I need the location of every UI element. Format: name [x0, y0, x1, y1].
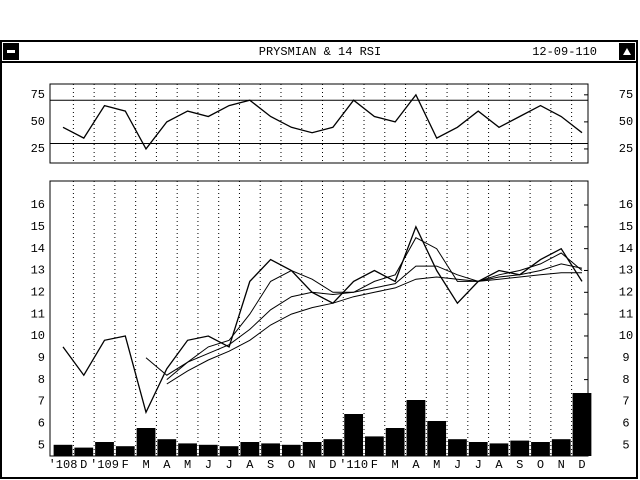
volume-bar — [53, 444, 73, 456]
y-tick-label-right: 16 — [619, 198, 633, 212]
volume-bar — [510, 440, 530, 456]
volume-bar — [385, 428, 405, 456]
volume-bar — [551, 439, 571, 456]
x-tick-label: M — [392, 458, 399, 472]
y-tick-label: 11 — [31, 307, 45, 321]
x-tick-label: M — [184, 458, 191, 472]
y-tick-label: 12 — [31, 285, 45, 299]
x-tick-label: F — [371, 458, 378, 472]
series-line — [166, 263, 583, 380]
rsi-panel — [49, 83, 589, 164]
y-tick-label: 15 — [31, 220, 45, 234]
volume-bar — [302, 442, 322, 456]
y-tick-label-right: 8 — [622, 373, 629, 387]
series-line — [62, 225, 583, 415]
x-tick-label: N — [309, 458, 316, 472]
volume-bar — [406, 400, 426, 456]
x-tick-label: M — [142, 458, 149, 472]
x-tick-label: A — [412, 458, 420, 472]
window-frame — [0, 40, 638, 479]
close-icon — [7, 50, 15, 53]
y-tick-label-right: 7 — [622, 395, 629, 409]
y-tick-label: 50 — [31, 115, 45, 129]
y-tick-label-right: 12 — [619, 285, 633, 299]
y-tick-label-right: 75 — [619, 88, 633, 102]
x-tick-label: S — [516, 458, 523, 472]
volume-bar — [136, 428, 156, 456]
y-tick-label-right: 13 — [619, 264, 633, 278]
series-line — [166, 272, 582, 385]
y-tick-label: 14 — [31, 242, 45, 256]
volume-bar — [344, 414, 364, 456]
x-tick-label: J — [475, 458, 482, 472]
x-tick-label: J — [225, 458, 232, 472]
y-tick-label-right: 11 — [619, 307, 633, 321]
volume-bar — [74, 447, 94, 456]
y-tick-label-right: 9 — [622, 351, 629, 365]
x-tick-label: J — [205, 458, 212, 472]
window-date: 12-09-110 — [532, 45, 597, 59]
y-tick-label-right: 5 — [622, 438, 629, 452]
x-tick-label: S — [267, 458, 274, 472]
series-line — [145, 237, 583, 376]
y-tick-label: 9 — [38, 351, 45, 365]
x-tick-label: N — [558, 458, 565, 472]
volume-bar — [489, 443, 509, 456]
y-tick-label: 10 — [31, 329, 45, 343]
y-tick-label: 16 — [31, 198, 45, 212]
x-tick-label: A — [495, 458, 503, 472]
y-tick-label-right: 14 — [619, 242, 633, 256]
maximize-icon — [623, 48, 631, 55]
volume-bar — [115, 446, 135, 456]
volume-bar — [572, 393, 592, 456]
y-tick-label-right: 15 — [619, 220, 633, 234]
series-line — [62, 93, 583, 151]
x-tick-label: A — [163, 458, 171, 472]
y-tick-label-right: 25 — [619, 142, 633, 156]
y-tick-label-right: 6 — [622, 416, 629, 430]
volume-bar — [531, 442, 550, 456]
volume-bar — [448, 439, 467, 456]
volume-bar — [323, 439, 343, 456]
volume-bar — [427, 421, 447, 456]
y-tick-label: 6 — [38, 416, 45, 430]
volume-bar — [157, 439, 177, 456]
x-tick-label: M — [433, 458, 440, 472]
volume-bar — [261, 443, 280, 456]
volume-bar — [468, 442, 488, 456]
volume-bar — [365, 436, 384, 456]
x-tick-label: '110 — [339, 458, 368, 472]
x-tick-label: '109 — [90, 458, 119, 472]
x-tick-label: A — [246, 458, 254, 472]
y-tick-label: 13 — [31, 264, 45, 278]
window-title: PRYSMIAN & 14 RSI — [259, 45, 381, 59]
x-tick-label: O — [537, 458, 544, 472]
volume-bar — [219, 446, 239, 456]
volume-bar — [198, 444, 218, 456]
x-tick-label: D — [578, 458, 585, 472]
volume-bar — [95, 442, 114, 456]
y-tick-label: 75 — [31, 88, 45, 102]
y-tick-label: 5 — [38, 438, 45, 452]
y-tick-label: 25 — [31, 142, 45, 156]
volume-bar — [240, 442, 260, 456]
y-tick-label: 7 — [38, 395, 45, 409]
x-tick-label: '108 — [49, 458, 78, 472]
x-tick-label: D — [329, 458, 336, 472]
x-tick-label: O — [288, 458, 295, 472]
volume-bar — [178, 443, 197, 456]
x-tick-label: J — [454, 458, 461, 472]
y-tick-label: 8 — [38, 373, 45, 387]
y-tick-label-right: 10 — [619, 329, 633, 343]
x-tick-label: F — [122, 458, 129, 472]
y-tick-label-right: 50 — [619, 115, 633, 129]
x-tick-label: D — [80, 458, 87, 472]
volume-bar — [281, 444, 301, 456]
